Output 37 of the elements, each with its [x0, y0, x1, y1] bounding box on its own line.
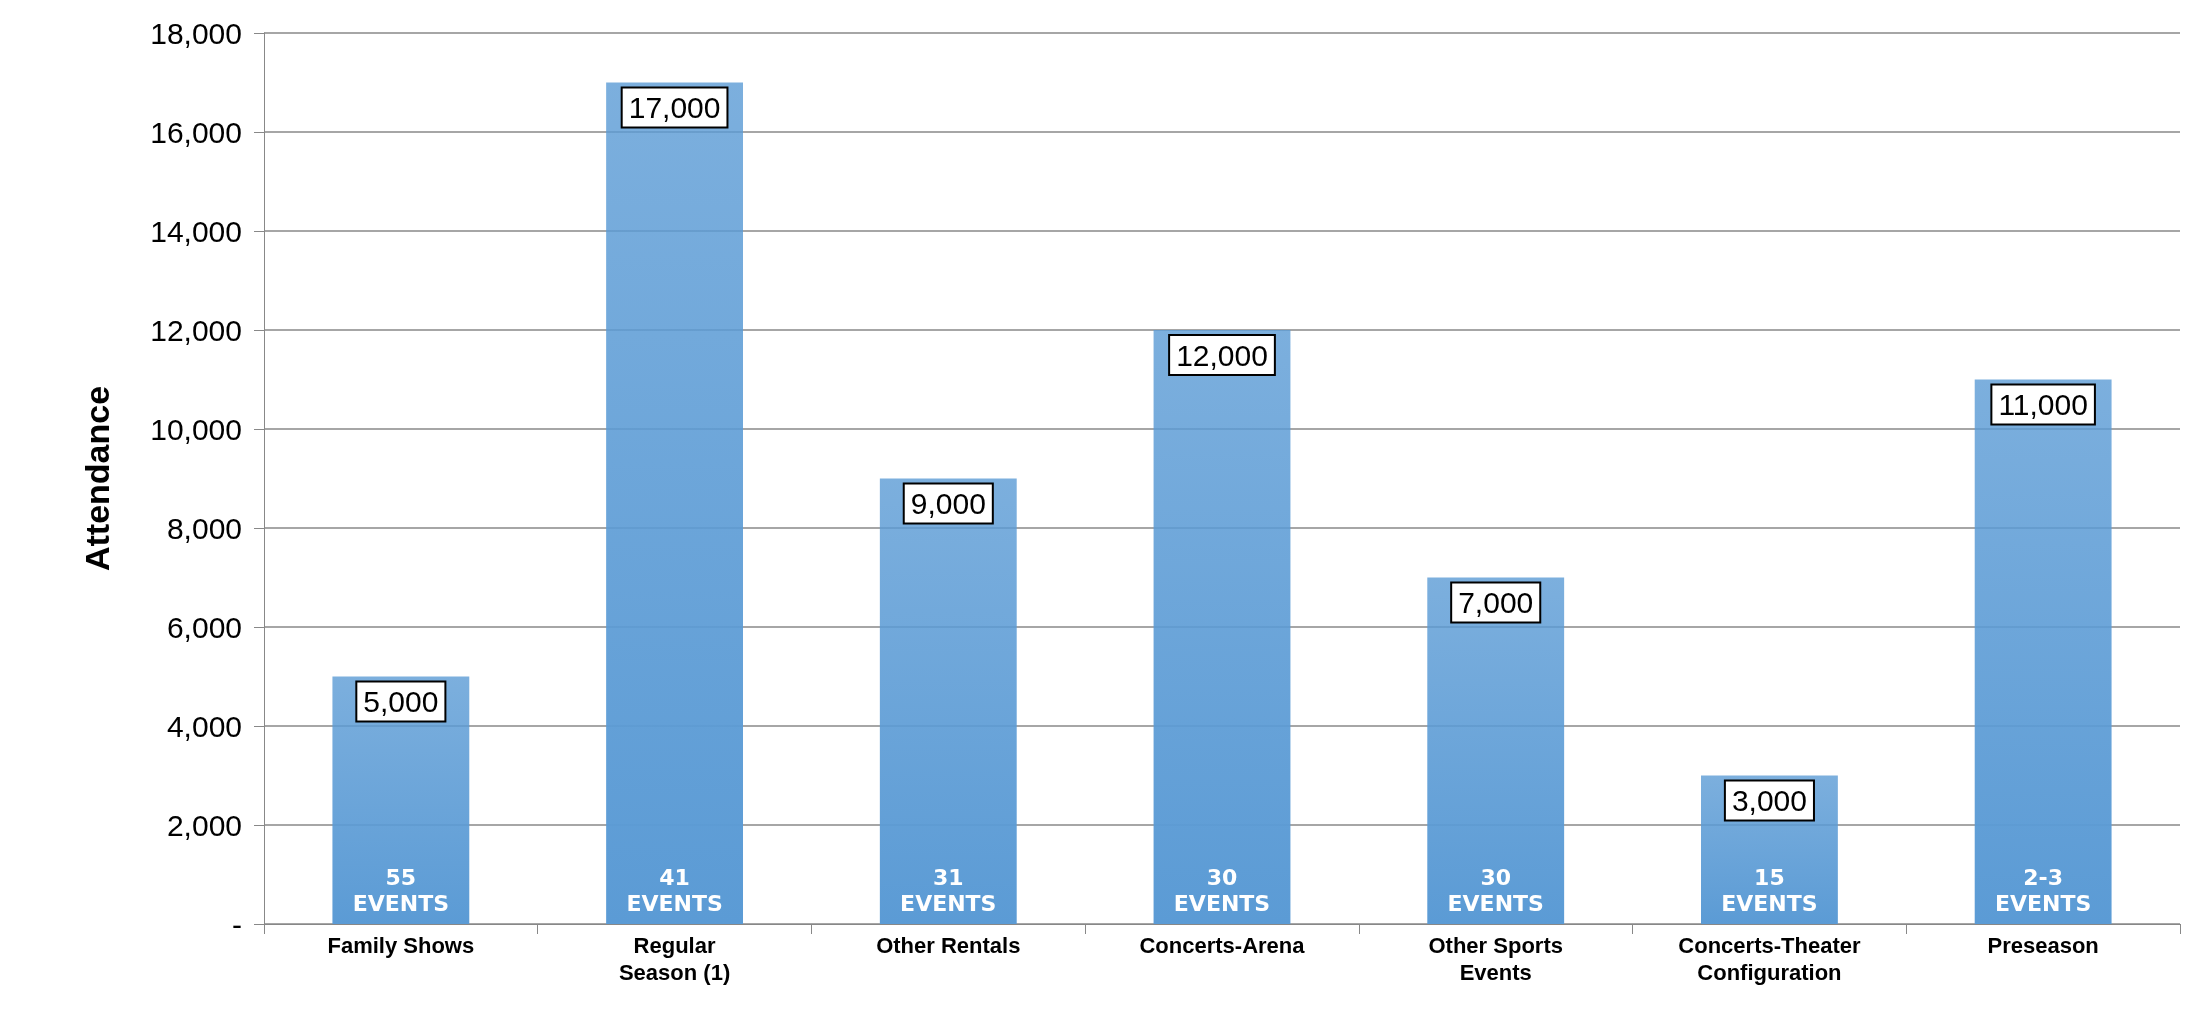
y-tick-label: 2,000	[166, 808, 242, 842]
y-tick-label: 6,000	[166, 610, 242, 644]
data-label: 11,000	[1998, 388, 2088, 421]
y-tick-label: -	[232, 907, 242, 941]
bar	[879, 478, 1017, 924]
y-tick-label: 10,000	[150, 412, 242, 446]
y-tick-label: 12,000	[150, 313, 242, 347]
annotation: 2-3 EVENTS	[1994, 864, 2092, 916]
data-label: 7,000	[1458, 586, 1534, 619]
bar	[1153, 330, 1291, 924]
bar	[1974, 379, 2112, 924]
y-tick-label: 16,000	[150, 115, 242, 149]
annotation: 30 EVENTS	[1447, 864, 1544, 916]
bar	[606, 82, 743, 924]
x-tick-label: Regular Season (1)	[618, 933, 731, 985]
x-tick-label: Family Shows	[327, 933, 475, 958]
data-label: 3,000	[1731, 784, 1807, 817]
y-tick-label: 14,000	[150, 214, 242, 248]
data-label: 9,000	[910, 487, 986, 520]
annotation: 55 EVENTS	[352, 864, 450, 916]
x-tick-label: Preseason	[1987, 933, 2099, 958]
bar	[1427, 577, 1565, 924]
y-tick-label: 18,000	[150, 16, 242, 50]
annotation: 15 EVENTS	[1721, 864, 1818, 916]
data-label: 17,000	[628, 91, 721, 124]
x-tick-label: Concerts-Theater Configuration	[1678, 933, 1861, 985]
y-axis-title: Attendance	[78, 385, 116, 572]
annotation: 41 EVENTS	[626, 864, 723, 916]
x-tick-label: Other Rentals	[876, 933, 1021, 958]
y-tick-label: 4,000	[166, 709, 242, 743]
annotation: 30 EVENTS	[1173, 864, 1271, 916]
x-tick-label: Other Sports Events	[1428, 933, 1563, 985]
data-label: 5,000	[363, 685, 439, 718]
y-tick-label: 8,000	[166, 511, 242, 545]
x-tick-label: Concerts-Arena	[1139, 933, 1306, 958]
annotation: 31 EVENTS	[900, 864, 997, 916]
data-label: 12,000	[1176, 338, 1268, 372]
